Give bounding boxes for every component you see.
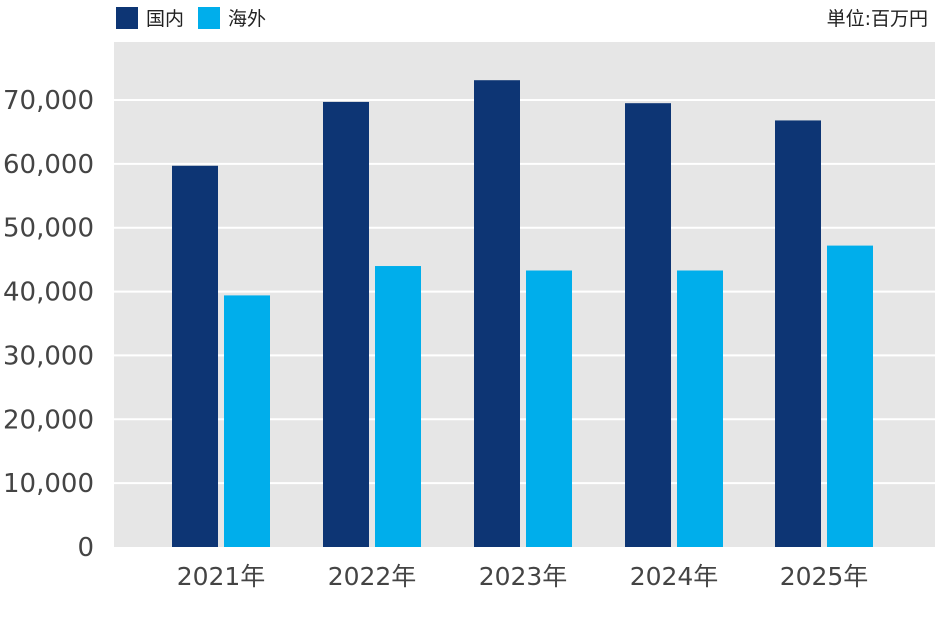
bar-overseas-1 — [375, 266, 421, 547]
y-tick-label: 60,000 — [3, 150, 94, 180]
legend-label-domestic: 国内 — [146, 8, 185, 30]
x-tick-label: 2025年 — [780, 562, 869, 591]
y-tick-label: 70,000 — [3, 86, 94, 116]
bar-overseas-4 — [827, 245, 873, 547]
y-tick-label: 30,000 — [3, 341, 94, 371]
bar-overseas-3 — [677, 270, 723, 547]
bar-domestic-1 — [323, 101, 369, 547]
legend-swatch-domestic — [116, 6, 138, 29]
y-tick-label: 50,000 — [3, 214, 94, 244]
bar-domestic-2 — [474, 80, 520, 547]
bar-domestic-3 — [625, 103, 671, 547]
y-tick-label: 40,000 — [3, 278, 94, 308]
bar-domestic-0 — [172, 165, 218, 547]
chart-legend: 国内 海外 — [116, 4, 266, 31]
legend-swatch-overseas — [198, 6, 221, 29]
x-tick-label: 2023年 — [479, 562, 568, 591]
y-tick-label: 0 — [77, 533, 94, 563]
x-tick-label: 2024年 — [630, 562, 719, 591]
bar-overseas-0 — [224, 295, 270, 547]
y-tick-label: 10,000 — [3, 469, 94, 499]
x-tick-label: 2021年 — [177, 562, 266, 591]
bar-domestic-4 — [775, 120, 821, 547]
x-tick-label: 2022年 — [328, 562, 417, 591]
legend-item-overseas: 海外 — [198, 4, 266, 31]
bar-overseas-2 — [526, 270, 572, 547]
y-tick-label: 20,000 — [3, 405, 94, 435]
unit-label: 単位:百万円 — [826, 8, 928, 30]
legend-label-overseas: 海外 — [228, 8, 267, 30]
legend-item-domestic: 国内 — [116, 4, 184, 31]
